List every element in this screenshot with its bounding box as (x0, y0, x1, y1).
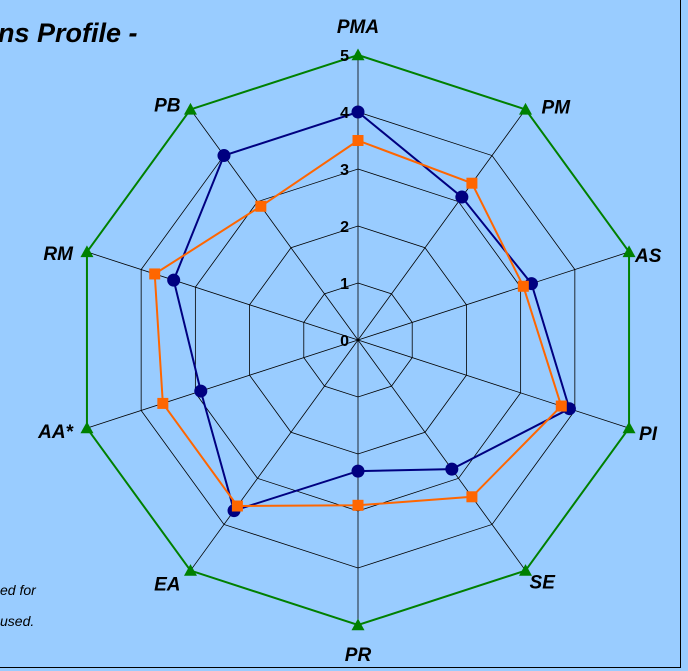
data-point-2-1 (466, 177, 478, 189)
data-point-2-6 (231, 500, 243, 512)
chart-title: ns Profile - (0, 18, 138, 48)
category-label-7: AA* (37, 422, 74, 443)
tick-label: 0 (340, 333, 349, 350)
grid-spoke (86, 251, 359, 341)
data-point-0-5 (351, 618, 365, 631)
data-point-1-4 (445, 462, 459, 476)
category-label-9: PB (154, 95, 181, 116)
data-point-2-7 (157, 397, 169, 409)
category-label-3: PI (639, 424, 658, 445)
data-point-2-0 (352, 135, 364, 146)
data-point-0-2 (622, 245, 636, 258)
category-label-8: RM (43, 244, 74, 265)
data-point-0-1 (519, 102, 533, 115)
series-line-1 (172, 110, 571, 512)
data-point-2-9 (255, 200, 267, 212)
data-point-0-4 (519, 564, 533, 576)
category-label-6: EA (154, 575, 180, 596)
grid-spoke (86, 339, 359, 429)
data-point-1-1 (455, 190, 469, 204)
tick-label: 5 (340, 48, 349, 65)
grid-spoke (357, 251, 630, 341)
grid-spoke (190, 339, 359, 571)
category-label-2: AS (634, 246, 662, 267)
grid-spoke (357, 339, 630, 429)
footnote-line-1: ed for (0, 582, 36, 598)
data-point-2-8 (149, 268, 161, 280)
data-point-2-2 (517, 280, 529, 292)
category-label-4: SE (530, 573, 557, 594)
grid-spoke (190, 109, 359, 341)
tick-label: 4 (340, 105, 349, 122)
data-point-2-4 (466, 491, 478, 503)
data-point-1-5 (351, 464, 365, 478)
data-point-1-8 (167, 273, 181, 287)
data-point-0-0 (351, 48, 365, 61)
data-point-0-8 (80, 245, 94, 258)
grid-spoke (357, 109, 526, 341)
data-point-2-5 (352, 499, 364, 511)
grid-spoke (357, 339, 526, 571)
data-point-0-6 (183, 564, 197, 576)
data-point-0-3 (622, 421, 636, 434)
category-label-0: PMA (337, 17, 379, 38)
footnote-line-2: used. (0, 613, 35, 629)
data-point-1-9 (217, 149, 231, 163)
data-point-0-7 (80, 421, 94, 434)
tick-label: 2 (340, 219, 349, 236)
data-point-2-3 (555, 400, 567, 412)
data-point-1-7 (194, 384, 208, 398)
category-label-1: PM (542, 97, 572, 118)
tick-label: 1 (340, 276, 349, 293)
category-label-5: PR (345, 645, 372, 666)
tick-label: 3 (340, 162, 349, 179)
data-point-1-0 (351, 105, 365, 119)
data-point-0-9 (183, 102, 197, 115)
